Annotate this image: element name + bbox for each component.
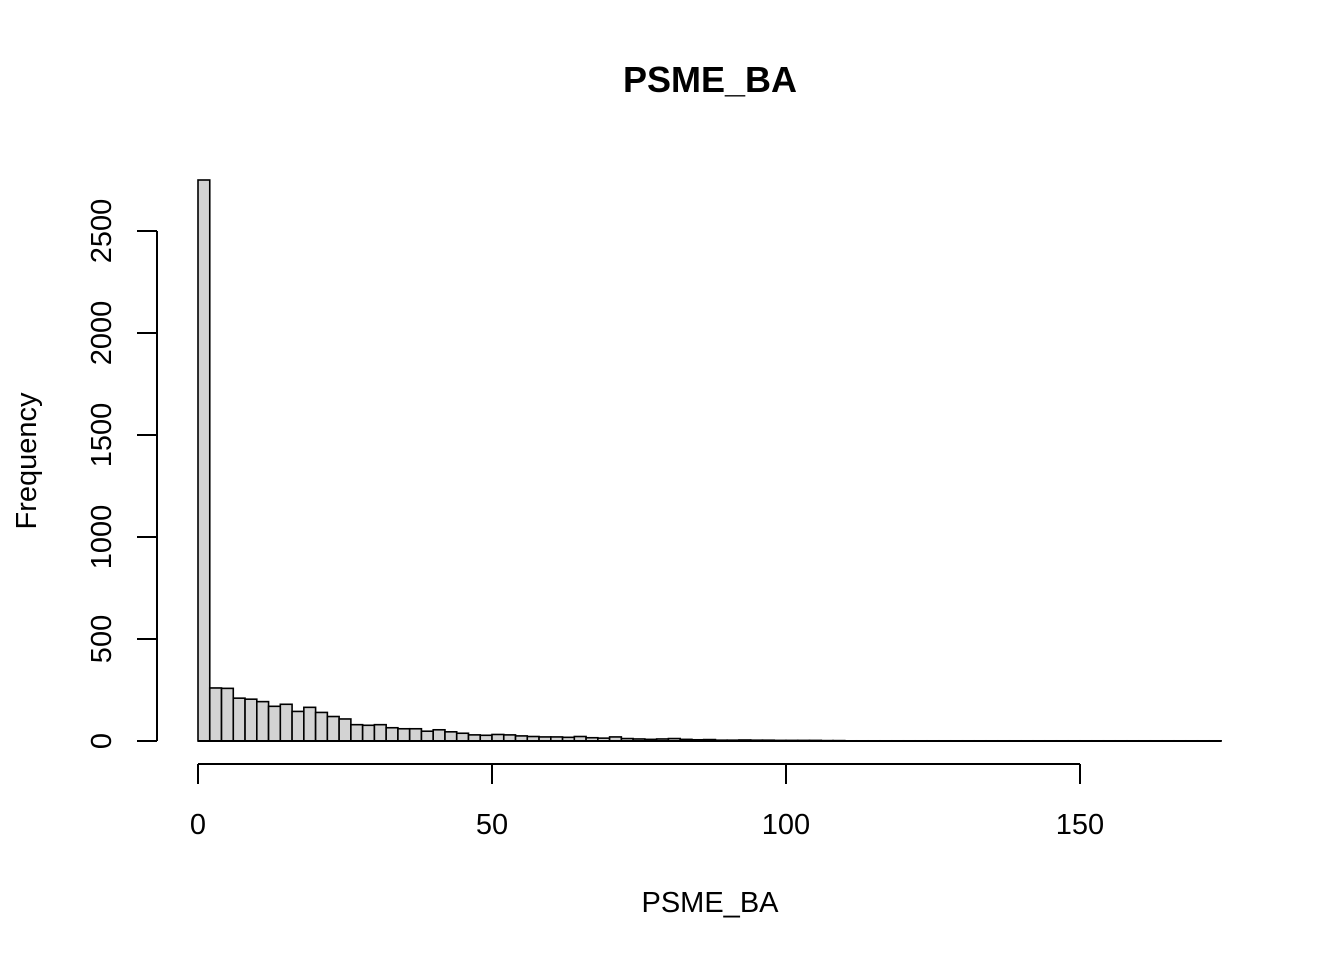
histogram-bar — [444, 731, 458, 742]
histogram-bar — [208, 687, 223, 742]
histogram-bar — [232, 697, 246, 742]
histogram-bar — [397, 727, 411, 742]
histogram-bar — [303, 706, 317, 742]
y-tick-label: 0 — [86, 733, 118, 749]
histogram-bar — [338, 718, 352, 742]
bars-group — [197, 179, 1222, 742]
x-axis: 0 50 100 150 — [190, 763, 1104, 841]
histogram-bar — [455, 732, 470, 742]
y-axis: 0 500 1000 1500 2000 2500 — [86, 199, 158, 749]
y-tick-label: 1500 — [86, 403, 118, 468]
y-tick-label: 2000 — [86, 301, 118, 366]
histogram-bar — [291, 710, 305, 742]
x-axis-label: PSME_BA — [642, 887, 780, 919]
histogram-bar — [408, 727, 423, 742]
histogram-bar — [255, 700, 270, 742]
y-tick-label: 2500 — [86, 199, 118, 264]
histogram-bar — [420, 730, 435, 742]
histogram-bar — [220, 687, 235, 742]
histogram-bar — [326, 715, 340, 742]
histogram-bar — [244, 698, 258, 742]
histogram-bar — [279, 703, 293, 742]
histogram-bar — [197, 179, 211, 742]
histogram-bar — [267, 705, 282, 742]
x-tick-label: 150 — [1056, 809, 1104, 841]
x-tick-label: 100 — [762, 809, 810, 841]
chart-title: PSME_BA — [623, 59, 797, 100]
y-tick-label: 500 — [86, 615, 118, 663]
y-axis-label: Frequency — [11, 392, 43, 530]
histogram-bar — [373, 723, 387, 742]
histogram-bar — [350, 723, 364, 742]
histogram-bar — [385, 726, 399, 742]
x-tick-label: 50 — [476, 809, 508, 841]
y-tick-label: 1000 — [86, 505, 118, 570]
histogram-bar — [314, 711, 329, 742]
histogram-bar — [432, 728, 446, 742]
histogram-bar — [361, 724, 376, 742]
x-tick-label: 0 — [190, 809, 206, 841]
